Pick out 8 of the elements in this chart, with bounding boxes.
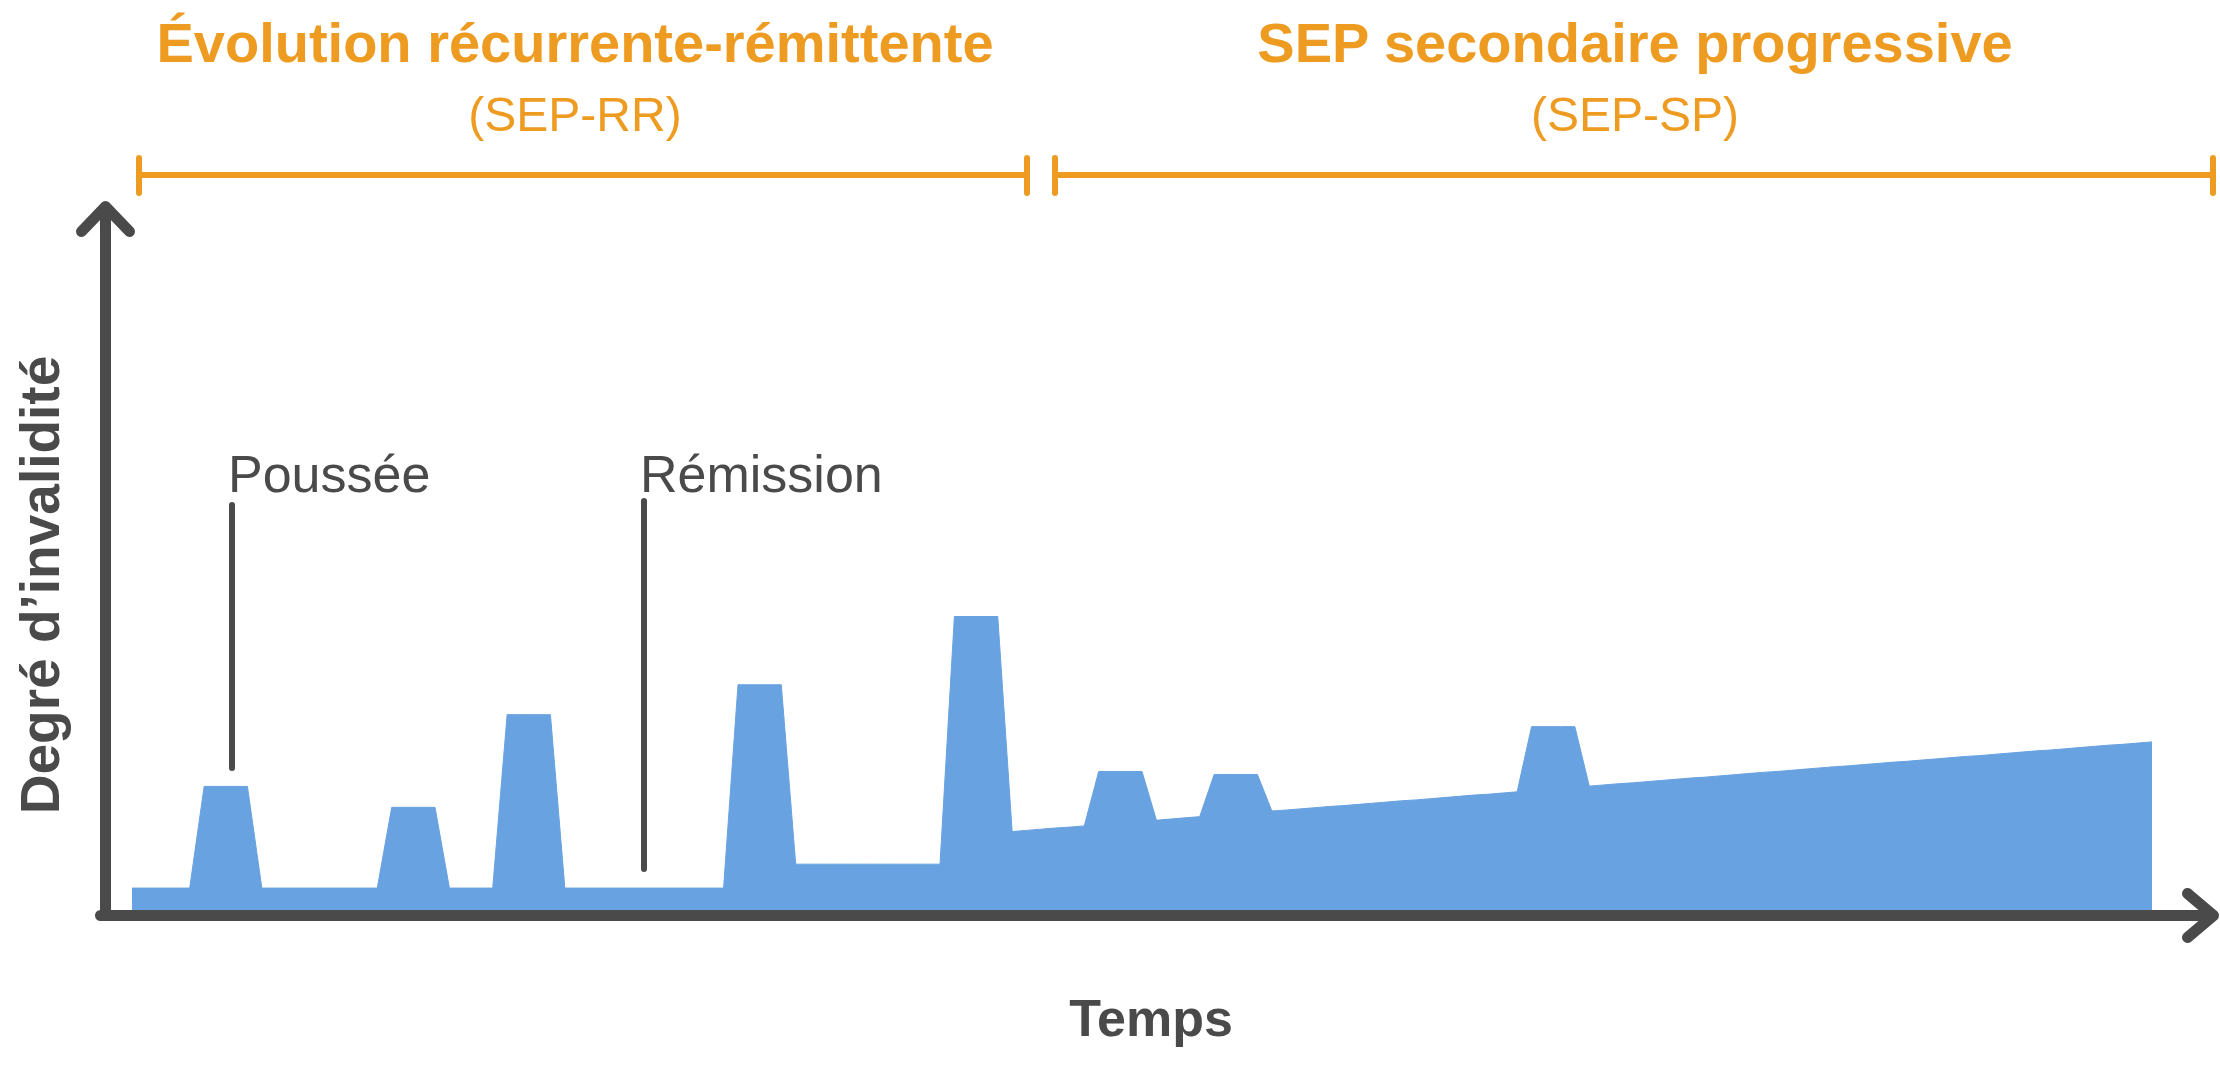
- x-axis-title: Temps: [1069, 988, 1233, 1047]
- text: Rémission: [640, 444, 883, 503]
- text: (SEP-RR): [468, 88, 682, 142]
- text: (SEP-SP): [1530, 88, 1740, 142]
- text: Poussée: [228, 444, 431, 503]
- y-axis-title: Degré d’invalidité: [8, 355, 71, 815]
- text: Évolution récurrente-rémittente: [156, 10, 994, 74]
- text: SEP secondaire progressive: [1257, 10, 2013, 74]
